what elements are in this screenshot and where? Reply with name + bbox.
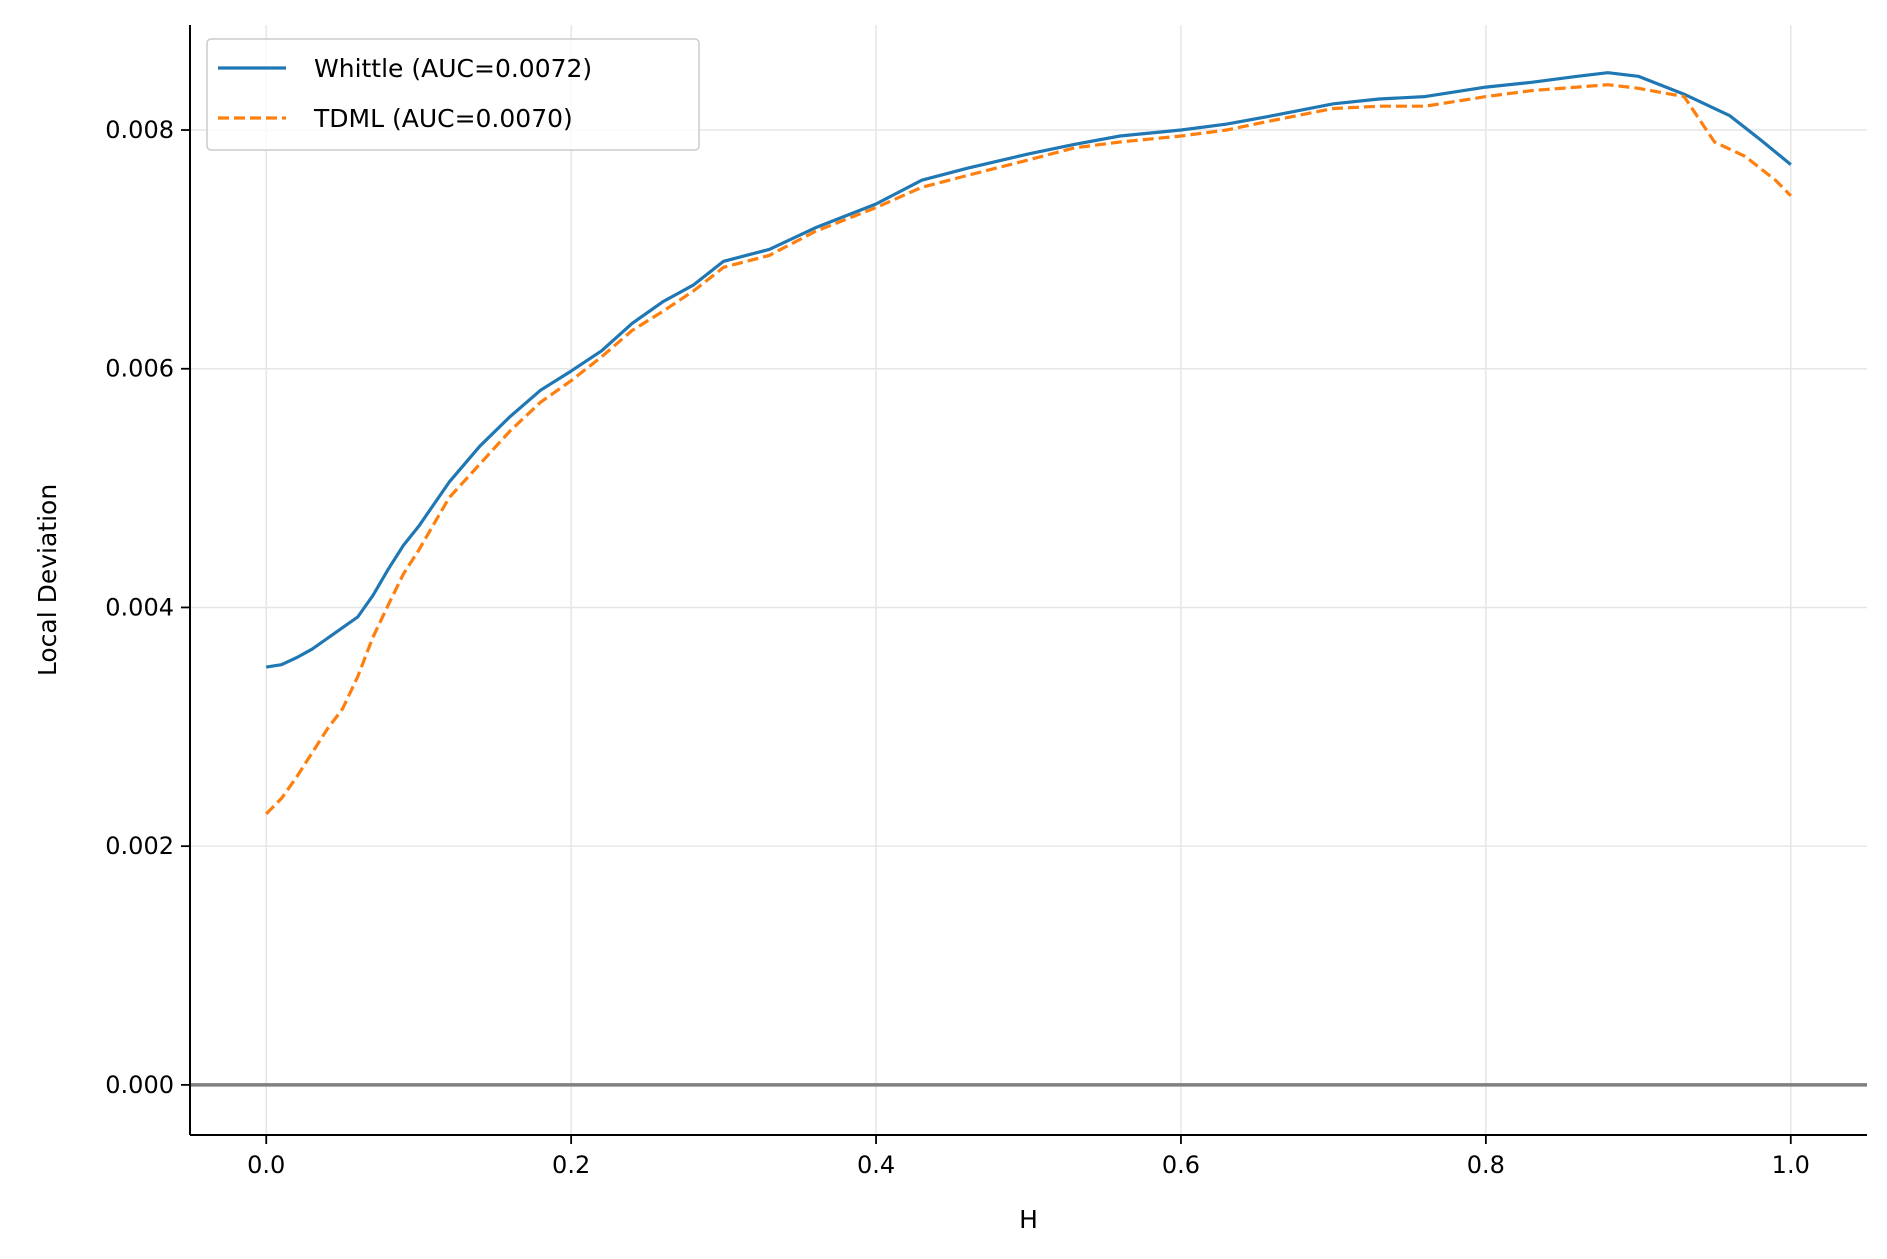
axes: [189, 25, 1867, 1136]
legend: Whittle (AUC=0.0072) TDML (AUC=0.0070): [206, 38, 700, 151]
series-group: [265, 71, 1792, 816]
series-line-whittle: [265, 71, 1792, 669]
x-axis-title: H: [1019, 1205, 1038, 1234]
y-tick-label-0: 0.000: [105, 1071, 174, 1099]
legend-label-tdml: TDML (AUC=0.0070): [313, 104, 573, 133]
x-tick-label-2: 0.4: [857, 1151, 895, 1179]
tick-labels: 0.0 0.2 0.4 0.6 0.8 1.0 0.000 0.002 0.004 0.006 0.…: [105, 116, 1810, 1179]
y-tick-label-1: 0.002: [105, 832, 174, 860]
y-axis-title: Local Deviation: [33, 484, 62, 676]
x-tick-label-1: 0.2: [552, 1151, 590, 1179]
series-line-tdml: [265, 83, 1792, 816]
legend-box: [206, 38, 700, 151]
x-tick-label-0: 0.0: [247, 1151, 285, 1179]
x-tick-label-3: 0.6: [1162, 1151, 1200, 1179]
y-tick-label-2: 0.004: [105, 593, 174, 621]
y-tick-label-3: 0.006: [105, 355, 174, 383]
x-tick-label-4: 0.8: [1467, 1151, 1505, 1179]
legend-label-whittle: Whittle (AUC=0.0072): [314, 54, 592, 83]
y-tick-label-4: 0.008: [105, 116, 174, 144]
x-tick-label-5: 1.0: [1772, 1151, 1810, 1179]
